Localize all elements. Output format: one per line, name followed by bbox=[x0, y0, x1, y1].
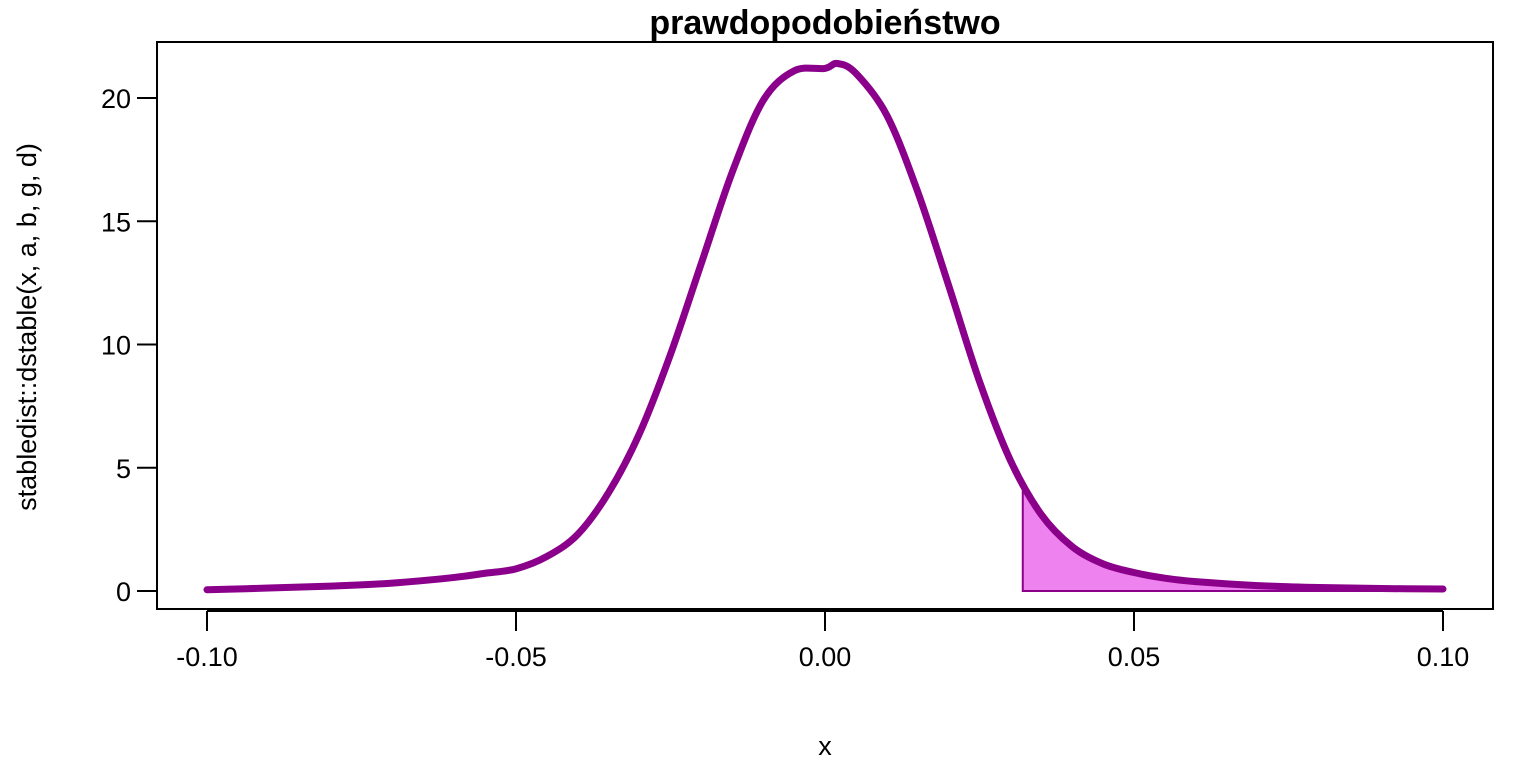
x-tick-label: -0.05 bbox=[485, 642, 547, 672]
shaded-tail-area bbox=[1021, 478, 1444, 592]
density-curve bbox=[203, 59, 1447, 594]
y-tick-label: 20 bbox=[101, 84, 131, 114]
x-tick-label: -0.10 bbox=[176, 642, 238, 672]
x-axis-label: x bbox=[818, 731, 832, 761]
plot-frame bbox=[156, 41, 1494, 610]
y-tick-label: 0 bbox=[116, 577, 131, 607]
y-axis-label: stabledist::dstable(x, a, b, g, d) bbox=[12, 143, 42, 511]
x-axis: -0.10 -0.05 0.00 0.05 0.10 bbox=[176, 610, 1470, 672]
chart-title: prawdopodobieństwo bbox=[649, 4, 1000, 42]
x-tick-label: 0.10 bbox=[1417, 642, 1470, 672]
y-tick-label: 5 bbox=[116, 454, 131, 484]
y-axis: 0 5 10 15 20 bbox=[101, 84, 158, 607]
plot-area bbox=[156, 41, 1494, 610]
x-tick-label: 0.00 bbox=[799, 642, 852, 672]
x-tick-label: 0.05 bbox=[1108, 642, 1161, 672]
y-tick-label: 10 bbox=[101, 331, 131, 361]
y-tick-label: 15 bbox=[101, 207, 131, 237]
